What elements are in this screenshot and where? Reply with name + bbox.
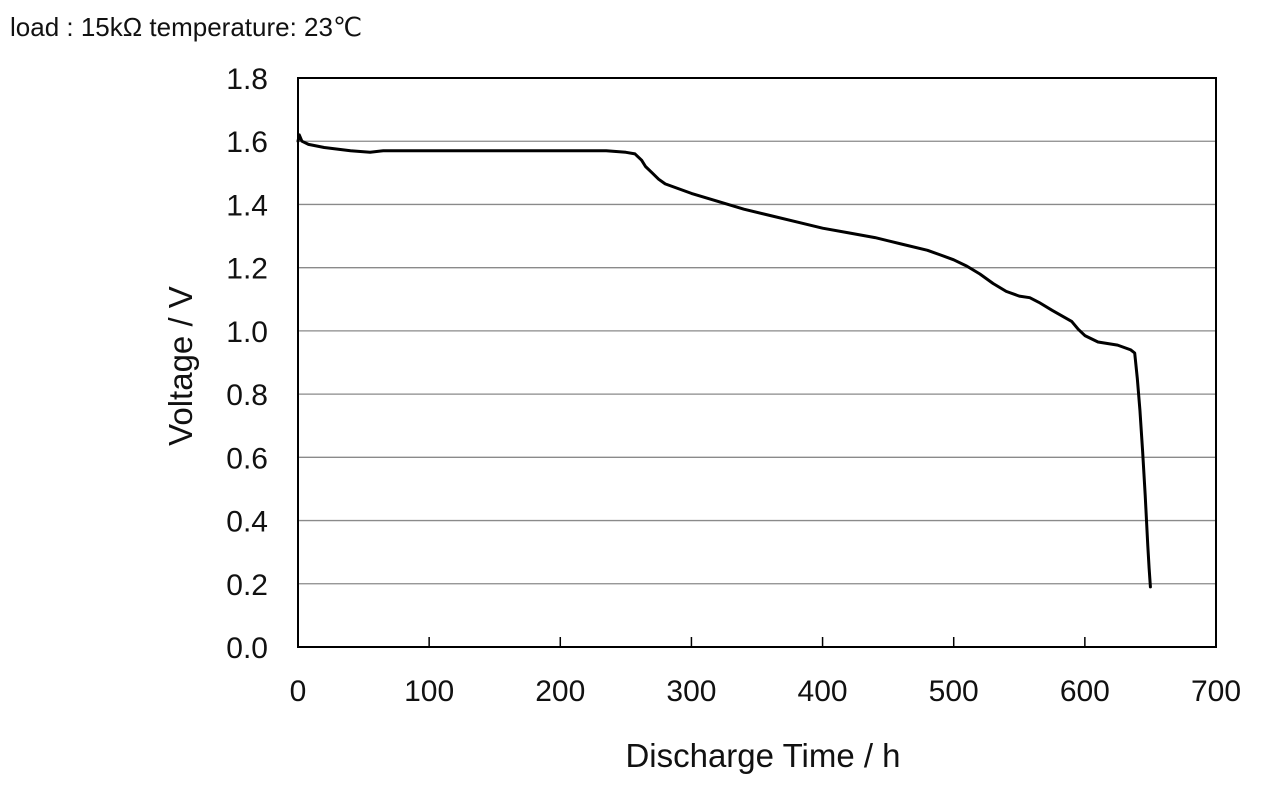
y-tick-label-3: 0.6: [226, 442, 268, 475]
y-tick-label-0: 0.0: [226, 632, 268, 665]
y-tick-label-7: 1.4: [226, 189, 268, 222]
chart-caption: load : 15kΩ temperature: 23℃: [10, 12, 362, 42]
y-tick-label-4: 0.8: [226, 379, 268, 412]
x-axis-title: Discharge Time / h: [625, 737, 900, 774]
y-tick-label-1: 0.2: [226, 569, 268, 602]
x-tick-label-1: 100: [404, 675, 454, 708]
x-tick-label-6: 600: [1060, 675, 1110, 708]
x-tick-label-3: 300: [666, 675, 716, 708]
y-tick-label-5: 1.0: [226, 316, 268, 349]
plot-frame: [297, 77, 1217, 648]
y-tick-label-9: 1.8: [226, 63, 268, 96]
x-tick-label-5: 500: [929, 675, 979, 708]
x-tick-label-0: 0: [290, 675, 307, 708]
y-tick-labels: 0.0 0.2 0.4 0.6 0.8 1.0 1.2 1.4 1.6 1.8: [226, 63, 268, 665]
x-tick-marks: [428, 637, 1086, 647]
discharge-curve: [296, 133, 1152, 589]
x-tick-labels: 0 100 200 300 400 500 600 700: [290, 675, 1241, 708]
x-tick-label-7: 700: [1191, 675, 1241, 708]
y-tick-label-8: 1.6: [226, 126, 268, 159]
x-tick-label-2: 200: [535, 675, 585, 708]
grid-lines: [298, 140, 1216, 585]
x-tick-label-4: 400: [798, 675, 848, 708]
y-tick-label-2: 0.4: [226, 506, 268, 539]
y-tick-label-6: 1.2: [226, 253, 268, 286]
y-axis-title: Voltage / V: [162, 286, 199, 446]
